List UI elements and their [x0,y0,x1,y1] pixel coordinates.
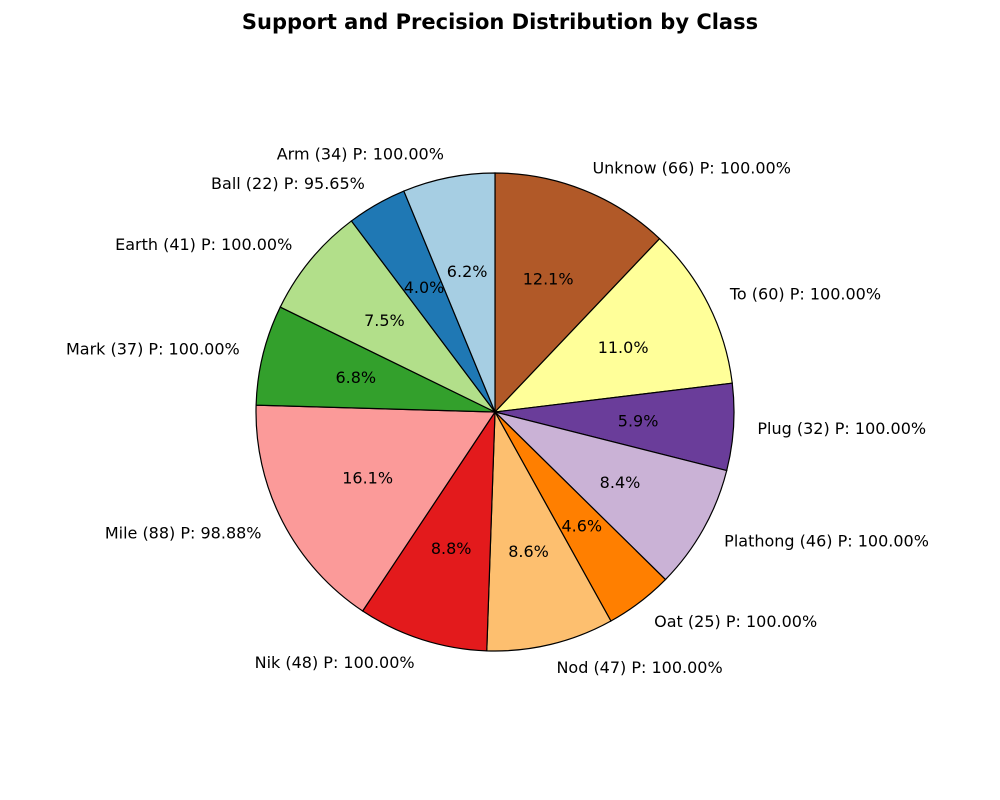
pie-percent-label: 6.8% [335,368,376,387]
pie-slice-unknow [494,172,661,414]
pie-percent-label: 8.6% [508,542,549,561]
pie-percent-label: 8.4% [600,473,641,492]
pie-percent-label: 16.1% [342,468,393,487]
pie-slice-to [493,237,733,413]
pie-slice-nod [486,409,612,652]
pie-percent-label: 12.1% [523,269,574,288]
pie-slice-nik [361,409,496,652]
pie-category-label: Mile (88) P: 98.88% [105,523,262,542]
pie-category-label: Unknow (66) P: 100.00% [592,158,790,177]
pie-category-label: Plathong (46) P: 100.00% [724,531,929,550]
pie-percent-label: 8.8% [431,539,472,558]
pie-category-label: Nod (47) P: 100.00% [556,658,722,677]
pie-slice-plathong [493,410,728,581]
pie-percent-label: 5.9% [618,412,659,431]
pie-category-label: Nik (48) P: 100.00% [255,653,415,672]
pie-category-label: Mark (37) P: 100.00% [66,340,240,359]
pie-slice-arm [403,172,496,413]
pie-percent-label: 4.6% [561,517,602,536]
pie-category-label: To (60) P: 100.00% [729,284,881,303]
pie-category-label: Oat (25) P: 100.00% [654,612,817,631]
pie-percent-label: 7.5% [364,311,405,330]
pie-slice-earth [279,220,496,413]
pie-slice-mile [255,404,497,612]
pie-category-label: Arm (34) P: 100.00% [277,145,444,164]
pie-percent-label: 11.0% [598,338,649,357]
chart-title: Support and Precision Distribution by Cl… [241,10,759,34]
pie-category-label: Ball (22) P: 95.65% [211,174,365,193]
pie-percent-label: 6.2% [447,262,488,281]
pie-category-label: Earth (41) P: 100.00% [115,235,292,254]
pie-percent-label: 4.0% [404,278,445,297]
pie-category-label: Plug (32) P: 100.00% [757,419,926,438]
